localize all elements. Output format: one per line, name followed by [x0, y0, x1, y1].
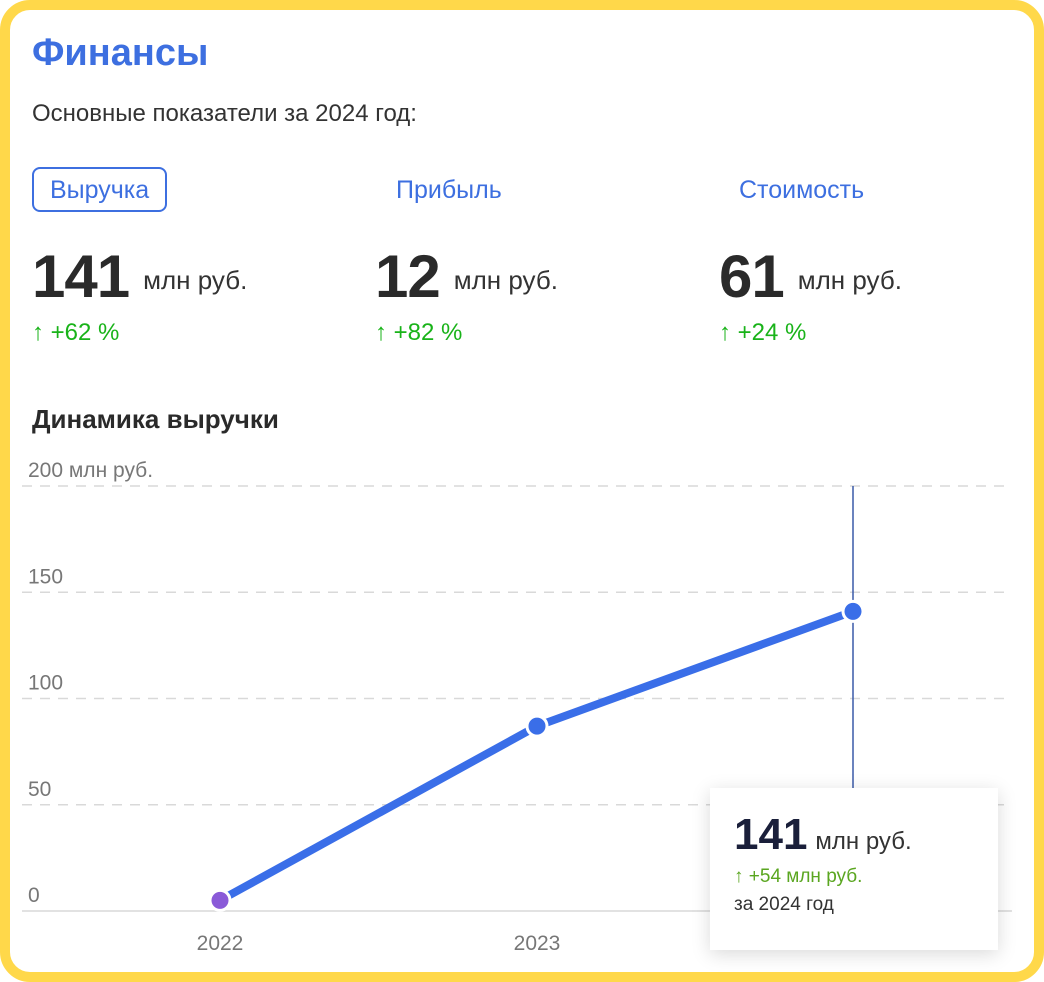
tab-cost[interactable]: Стоимость [721, 167, 882, 212]
y-tick-label: 150 [28, 565, 63, 588]
tab-revenue[interactable]: Выручка [32, 167, 168, 212]
tooltip-unit: млн руб. [815, 828, 912, 855]
chart-section-title: Динамика выручки [32, 404, 279, 434]
y-tick-label: 50 [28, 778, 51, 801]
data-point [208, 888, 232, 912]
metric-revenue-value: 141 [32, 243, 130, 310]
metric-cost-delta: ↑ +24 % [719, 319, 807, 346]
y-tick-label: 0 [28, 884, 40, 907]
y-tick-label: 100 [28, 672, 63, 695]
tab-profit[interactable]: Прибыль [378, 167, 520, 212]
metric-profit-unit: млн руб. [453, 265, 558, 295]
metric-profit: 12 млн руб. ↑ +82 % [375, 242, 558, 347]
metric-revenue-unit: млн руб. [143, 265, 248, 295]
data-point [841, 599, 865, 623]
tooltip-period: за 2024 год [734, 894, 834, 915]
metric-cost-value: 61 [719, 243, 785, 310]
metric-revenue-delta: ↑ +62 % [32, 319, 120, 346]
tooltip-delta: ↑ +54 млн руб. [734, 866, 863, 887]
metric-cost: 61 млн руб. ↑ +24 % [719, 242, 902, 347]
x-tick-label: 2022 [197, 932, 244, 955]
chart-tooltip: 141 млн руб. ↑ +54 млн руб. за 2024 год [710, 788, 998, 950]
metric-cost-unit: млн руб. [797, 265, 902, 295]
page-subtitle: Основные показатели за 2024 год: [32, 100, 417, 127]
tooltip-value: 141 [734, 810, 808, 859]
x-tick-label: 2023 [514, 932, 561, 955]
page-title: Финансы [32, 32, 209, 74]
y-tick-label: 200 млн руб. [28, 459, 153, 482]
metric-profit-delta: ↑ +82 % [375, 319, 463, 346]
data-point [525, 714, 549, 738]
metric-profit-value: 12 [375, 243, 441, 310]
metric-revenue: 141 млн руб. ↑ +62 % [32, 242, 247, 347]
